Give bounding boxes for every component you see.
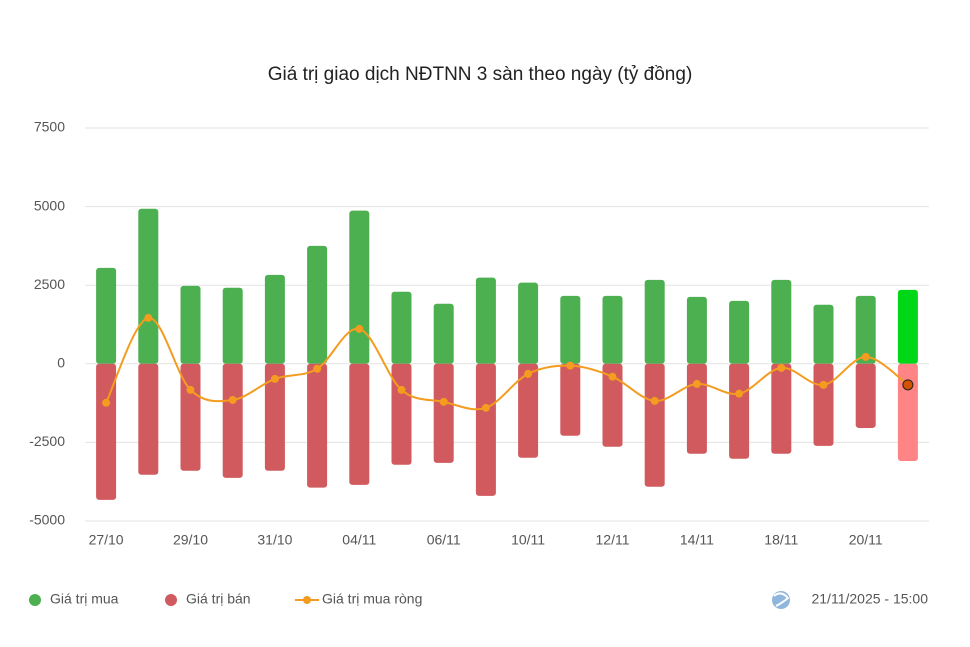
bar — [264, 274, 285, 364]
bar — [349, 363, 370, 485]
line-point — [566, 361, 575, 370]
legend-swatch — [29, 594, 41, 606]
bar — [602, 363, 623, 447]
timestamp-icon — [772, 591, 790, 609]
bar — [475, 363, 496, 496]
y-tick-label: 0 — [57, 355, 65, 371]
line-point — [650, 396, 659, 405]
bar — [602, 295, 623, 364]
line-point — [144, 313, 153, 322]
chart-title: Giá trị giao dịch NĐTNN 3 sàn theo ngày … — [268, 64, 693, 85]
bar — [222, 363, 243, 478]
x-tick-label: 20/11 — [849, 532, 883, 548]
x-tick-label: 12/11 — [596, 532, 630, 548]
bar — [96, 267, 117, 364]
line-point — [524, 369, 533, 378]
line-point — [735, 389, 744, 398]
y-tick-label: 7500 — [34, 119, 65, 135]
bar — [391, 291, 412, 364]
bar — [897, 363, 918, 461]
legend-label: Giá trị mua ròng — [322, 591, 422, 607]
bar — [138, 208, 159, 364]
bar — [729, 300, 750, 364]
bar — [138, 363, 159, 475]
bar — [96, 363, 117, 500]
bar — [560, 363, 581, 436]
bar — [180, 363, 201, 471]
bar — [475, 277, 496, 364]
bar — [264, 363, 285, 471]
line-point — [355, 324, 364, 333]
bar — [729, 363, 750, 459]
bar — [349, 210, 370, 364]
bar — [771, 279, 792, 364]
bar — [433, 303, 454, 364]
bar — [518, 282, 539, 364]
line-point — [228, 395, 237, 404]
legend-label: Giá trị bán — [186, 591, 251, 607]
legend-swatch — [303, 596, 311, 604]
x-tick-label: 10/11 — [511, 532, 545, 548]
bar — [855, 295, 876, 364]
line-point — [186, 385, 195, 394]
legend-swatch — [165, 594, 177, 606]
bar — [771, 363, 792, 454]
line-point — [313, 364, 322, 373]
bar — [644, 363, 665, 487]
x-tick-label: 06/11 — [427, 532, 461, 548]
line-point — [608, 372, 617, 381]
x-tick-label: 18/11 — [764, 532, 798, 548]
bar — [180, 285, 201, 364]
line-point — [819, 380, 828, 389]
bar — [307, 245, 328, 364]
line-point — [397, 385, 406, 394]
legend-label: Giá trị mua — [50, 591, 119, 607]
bar — [686, 296, 707, 364]
bar — [433, 363, 454, 463]
x-tick-label: 04/11 — [342, 532, 376, 548]
y-tick-label: 5000 — [34, 197, 65, 213]
bar — [222, 287, 243, 364]
bar — [813, 363, 834, 446]
bar — [518, 363, 539, 458]
y-tick-label: 2500 — [34, 276, 65, 292]
x-tick-label: 14/11 — [680, 532, 714, 548]
y-tick-label: -2500 — [29, 433, 65, 449]
x-tick-label: 29/10 — [173, 532, 208, 548]
bar — [686, 363, 707, 454]
line-point — [692, 379, 701, 388]
x-tick-label: 31/10 — [257, 532, 292, 548]
bar — [855, 363, 876, 428]
line-point — [902, 379, 914, 391]
line-point — [481, 403, 490, 412]
bar — [307, 363, 328, 488]
line-point — [439, 397, 448, 406]
bar — [560, 295, 581, 364]
line-point — [777, 363, 786, 372]
x-tick-label: 27/10 — [89, 532, 124, 548]
bar — [644, 279, 665, 364]
timestamp: 21/11/2025 - 15:00 — [811, 591, 928, 607]
line-point — [270, 374, 279, 383]
y-tick-label: -5000 — [29, 512, 65, 528]
line-point — [861, 352, 870, 361]
line-point — [102, 398, 111, 407]
bar — [813, 304, 834, 364]
bar — [897, 289, 918, 364]
bar — [391, 363, 412, 465]
